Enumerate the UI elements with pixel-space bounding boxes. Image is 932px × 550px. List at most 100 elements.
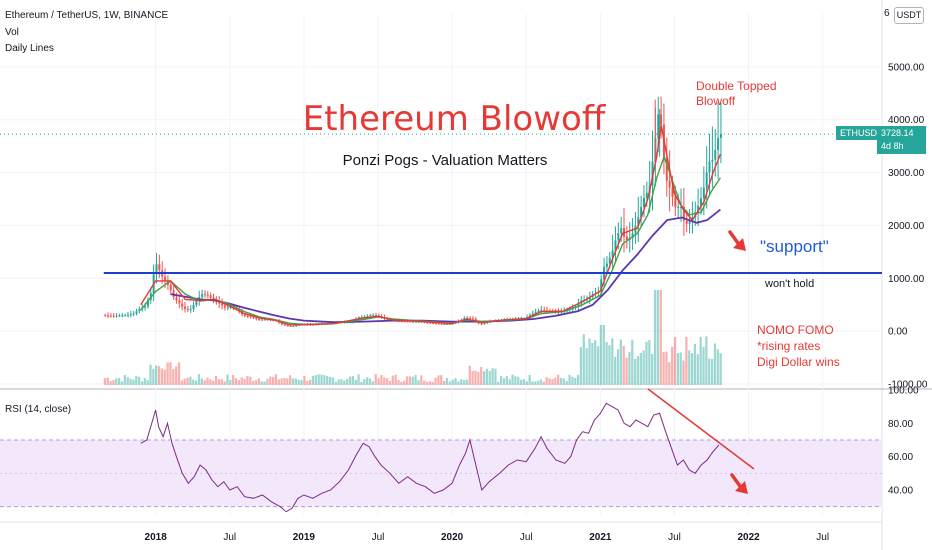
volume-bar <box>631 339 634 385</box>
candle-body <box>280 322 283 325</box>
volume-bar <box>126 377 129 385</box>
volume-bar <box>263 381 266 385</box>
candle-body <box>577 303 580 307</box>
candle-body <box>158 264 161 271</box>
volume-bar <box>206 377 209 385</box>
symbol-title: Ethereum / TetherUS, 1W, BINANCE <box>5 10 169 21</box>
candle-body <box>719 134 722 138</box>
annotation-title: Ethereum Blowoff <box>303 99 607 139</box>
volume-bar <box>109 381 112 385</box>
annotation-nomo-1: NOMO FOMO <box>757 323 834 337</box>
volume-bar <box>254 380 258 385</box>
candle-body <box>135 311 138 314</box>
volume-bar <box>146 380 149 385</box>
candle-body <box>189 309 192 311</box>
volume-bar <box>619 339 622 385</box>
volume-bar <box>197 374 201 385</box>
candle-body <box>685 220 688 224</box>
volume-bar <box>269 376 272 385</box>
volume-bar <box>708 358 711 385</box>
volume-bar <box>271 376 275 385</box>
volume-bar <box>334 381 337 385</box>
volume-bar <box>574 378 577 385</box>
volume-bar <box>155 365 158 385</box>
down-arrow-price <box>728 230 746 251</box>
volume-bar <box>212 380 215 385</box>
candle-body <box>417 321 420 323</box>
volume-bar <box>357 374 360 385</box>
daily-lines-indicator-label[interactable]: Daily Lines <box>5 43 54 54</box>
volume-bar <box>423 380 426 385</box>
candle-body <box>614 240 617 251</box>
candle-body <box>112 315 115 317</box>
candle-body <box>469 317 472 319</box>
candle-body <box>429 322 432 324</box>
candle-body <box>466 317 469 319</box>
volume-bar <box>537 380 540 385</box>
candle-body <box>263 319 266 321</box>
volume-bars <box>103 290 722 385</box>
volume-bar <box>565 381 568 385</box>
candle-body <box>608 257 611 264</box>
annotation-support: "support" <box>760 237 829 256</box>
candle-body <box>657 114 660 139</box>
volume-bar <box>140 381 144 385</box>
candle-body <box>403 321 406 323</box>
volume-bar <box>451 379 454 385</box>
volume-bar <box>323 375 326 385</box>
candle-body <box>432 322 435 324</box>
volume-bar <box>266 378 269 385</box>
volume-bar <box>286 378 289 385</box>
candle-body <box>283 324 286 326</box>
candle-body <box>680 206 683 208</box>
volume-bar <box>551 378 554 385</box>
volume-bar <box>719 353 722 385</box>
candle-body <box>218 301 221 304</box>
last-price-box: 3728.14 4d 8h <box>877 126 926 154</box>
volume-bar <box>568 374 571 385</box>
volume-bar <box>346 378 349 385</box>
candle-body <box>118 315 121 317</box>
volume-bar <box>425 381 429 385</box>
volume-bar <box>152 368 155 385</box>
volume-bar <box>591 343 594 385</box>
vol-indicator-label[interactable]: Vol <box>5 27 19 38</box>
candle-body <box>246 315 249 317</box>
volume-bar <box>371 381 374 385</box>
candle-body <box>209 295 212 298</box>
candle-body <box>109 315 112 317</box>
volume-bar <box>177 362 181 385</box>
candle-body <box>129 314 132 316</box>
candle-body <box>617 233 620 241</box>
volume-bar <box>639 352 642 385</box>
candle-body <box>184 306 187 309</box>
volume-bar <box>625 357 628 385</box>
candle-body <box>181 303 184 307</box>
candle-body <box>717 137 720 151</box>
symbol-price-tag: ETHUSDT <box>836 126 887 140</box>
annotation-wont-hold: won't hold <box>764 278 814 290</box>
candle-body <box>697 205 700 213</box>
rsi-tick-label: 100.00 <box>888 386 919 397</box>
candle-body <box>705 172 708 188</box>
volume-bar <box>175 366 178 385</box>
volume-bar <box>596 346 600 385</box>
candle-body <box>702 187 705 199</box>
ma-mid-line <box>140 154 721 326</box>
rsi-tick-label: 60.00 <box>888 452 913 463</box>
rsi-line <box>140 402 720 513</box>
volume-bar <box>120 381 124 385</box>
volume-bar <box>514 376 517 385</box>
volume-bar <box>129 378 132 385</box>
volume-bar <box>534 381 537 385</box>
volume-bar <box>531 381 534 385</box>
candle-body <box>665 157 668 181</box>
annotation-double-top-2: Blowoff <box>696 94 736 108</box>
volume-bar <box>608 345 611 385</box>
candle-body <box>543 310 546 312</box>
volume-bar <box>605 342 608 385</box>
rsi-indicator-label[interactable]: RSI (14, close) <box>5 404 72 415</box>
volume-bar <box>482 371 486 385</box>
currency-button[interactable]: USDT <box>894 7 924 24</box>
